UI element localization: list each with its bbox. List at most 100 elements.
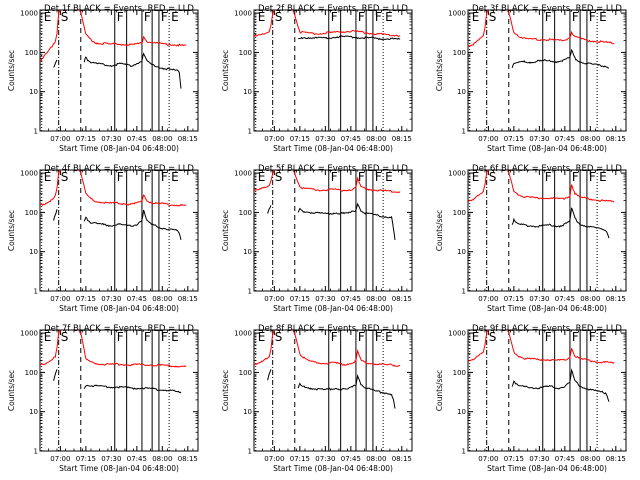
- y-tick-label: 1: [34, 288, 38, 296]
- x-tick-label: 08:00: [580, 455, 600, 463]
- plot-frame: [467, 9, 627, 132]
- x-axis-label: Start Time (08-Jan-04 06:48:00): [487, 304, 607, 313]
- x-tick-label: 07:00: [478, 295, 498, 303]
- x-tick-label: 07:30: [101, 295, 121, 303]
- x-axis-label: Start Time (08-Jan-04 06:48:00): [487, 144, 607, 153]
- x-tick-label: 08:15: [606, 295, 626, 303]
- x-tick-label: 08:15: [178, 295, 198, 303]
- series-events-line: [53, 369, 58, 381]
- x-tick-label: 07:30: [101, 455, 121, 463]
- detector-panel-9: Det 9f BLACK = Events, RED = LLD 1 10 100 10…: [435, 324, 627, 473]
- y-axis-label: Counts/sec: [7, 370, 16, 411]
- y-tick-label: 100: [453, 209, 466, 217]
- series-group: [254, 330, 401, 409]
- x-tick-label: 08:00: [152, 135, 172, 143]
- y-tick-label: 10: [243, 248, 252, 256]
- event-marker-label-e: E: [171, 330, 179, 344]
- series-events-line: [83, 52, 182, 89]
- x-axis-label: Start Time (08-Jan-04 06:48:00): [59, 144, 179, 153]
- x-tick-label: 08:00: [366, 135, 386, 143]
- event-marker-label-s: S: [275, 10, 283, 24]
- detector-panel-7: Det 7f BLACK = Events, RED = LLD 1 10 100 10…: [7, 324, 199, 473]
- x-tick-label: 07:45: [555, 295, 575, 303]
- event-marker-label-f: F: [375, 330, 382, 344]
- y-tick-label: 100: [25, 209, 38, 217]
- series-lld-line: [78, 330, 187, 368]
- panel-title: Det 4f BLACK = Events, RED = LLD: [44, 164, 194, 174]
- event-marker-label-f: F: [161, 330, 168, 344]
- event-marker-label-e: E: [385, 10, 393, 24]
- event-marker-label-f: F: [117, 330, 124, 344]
- detector-panel-5: Det 5f BLACK = Events, RED = LLD 1 10 100 10…: [221, 164, 413, 313]
- y-axis-label: Counts/sec: [435, 370, 444, 411]
- series-lld-line: [292, 170, 401, 193]
- x-tick-label: 07:30: [315, 135, 335, 143]
- x-tick-label: 08:15: [606, 455, 626, 463]
- x-tick-label: 07:45: [127, 135, 147, 143]
- event-marker-label-f: F: [161, 170, 168, 184]
- series-events-line: [511, 207, 610, 239]
- y-tick-label: 1: [462, 288, 466, 296]
- y-tick-label: 1: [34, 448, 38, 456]
- series-events-line: [267, 369, 272, 381]
- y-tick-label: 10: [243, 88, 252, 96]
- x-tick-label: 07:45: [555, 455, 575, 463]
- event-marker-label-s: S: [489, 330, 497, 344]
- event-marker-label-f: F: [144, 10, 151, 24]
- y-tick-label: 1000: [20, 330, 38, 338]
- y-axis-label: Counts/sec: [7, 210, 16, 251]
- plot-frame: [253, 169, 413, 292]
- series-group: [254, 170, 401, 240]
- event-marker-label-f: F: [358, 330, 365, 344]
- x-tick-label: 07:30: [529, 135, 549, 143]
- x-tick-label: 07:00: [478, 455, 498, 463]
- y-tick-label: 1000: [448, 10, 466, 18]
- x-tick-label: 07:45: [341, 135, 361, 143]
- series-lld-line: [468, 330, 489, 362]
- plot-frame: [39, 329, 199, 452]
- y-tick-label: 100: [239, 49, 252, 57]
- y-tick-label: 100: [453, 49, 466, 57]
- event-marker-label-e: E: [599, 330, 607, 344]
- x-axis-label: Start Time (08-Jan-04 06:48:00): [273, 464, 393, 473]
- series-group: [468, 330, 615, 402]
- event-marker-label-f: F: [161, 10, 168, 24]
- detector-panel-3: Det 3f BLACK = Events, RED = LLD 1 10 100 10…: [435, 4, 627, 153]
- event-marker-label-s: S: [489, 170, 497, 184]
- event-marker-label-f: F: [117, 10, 124, 24]
- series-events-line: [297, 202, 396, 240]
- event-marker-label-e: E: [472, 170, 480, 184]
- x-tick-label: 07:45: [127, 295, 147, 303]
- event-marker-label-e: E: [385, 170, 393, 184]
- y-axis-label: Counts/sec: [7, 50, 16, 91]
- x-tick-label: 07:15: [290, 455, 310, 463]
- x-tick-label: 07:30: [101, 135, 121, 143]
- series-lld-line: [506, 10, 615, 45]
- y-tick-label: 1000: [234, 10, 252, 18]
- x-tick-label: 07:15: [76, 455, 96, 463]
- event-marker-label-e: E: [258, 330, 266, 344]
- y-tick-label: 1000: [234, 330, 252, 338]
- event-marker-label-f: F: [375, 170, 382, 184]
- x-tick-label: 07:15: [504, 455, 524, 463]
- x-tick-label: 08:15: [392, 455, 412, 463]
- series-lld-line: [506, 330, 615, 364]
- x-tick-label: 08:15: [178, 135, 198, 143]
- series-events-line: [511, 48, 610, 69]
- event-marker-label-f: F: [331, 10, 338, 24]
- series-lld-line: [254, 170, 275, 192]
- series-group: [468, 170, 615, 239]
- event-marker-label-f: F: [375, 10, 382, 24]
- event-marker-label-f: F: [358, 10, 365, 24]
- event-marker-label-e: E: [599, 10, 607, 24]
- event-marker-label-e: E: [44, 330, 52, 344]
- series-lld-line: [40, 10, 61, 62]
- x-axis-label: Start Time (08-Jan-04 06:48:00): [273, 304, 393, 313]
- plot-frame: [253, 329, 413, 452]
- event-marker-label-f: F: [358, 170, 365, 184]
- x-tick-label: 08:00: [152, 295, 172, 303]
- event-marker-label-f: F: [572, 330, 579, 344]
- y-tick-label: 1: [462, 128, 466, 136]
- panel-title: Det 8f BLACK = Events, RED = LLD: [258, 324, 408, 334]
- y-tick-label: 1: [34, 128, 38, 136]
